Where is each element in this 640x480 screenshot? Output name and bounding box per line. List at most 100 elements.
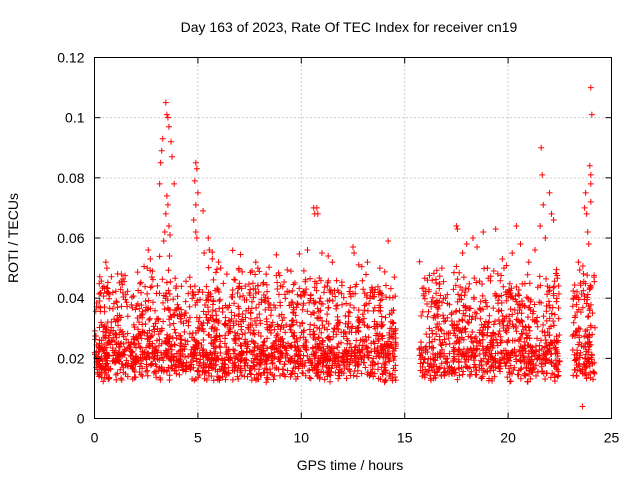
data-point	[442, 295, 449, 302]
data-point	[260, 342, 267, 349]
data-point	[363, 301, 370, 308]
data-point	[112, 331, 119, 338]
data-point	[423, 343, 430, 350]
data-point	[583, 300, 590, 307]
data-point	[450, 358, 457, 365]
data-point	[255, 329, 262, 336]
data-point	[166, 316, 173, 323]
data-point	[189, 288, 196, 295]
data-point	[342, 312, 349, 319]
data-point	[494, 270, 501, 277]
data-point	[283, 321, 290, 328]
data-point	[377, 297, 384, 304]
data-point	[507, 294, 514, 301]
data-point	[196, 286, 203, 293]
data-point	[335, 349, 342, 356]
data-point	[100, 283, 107, 290]
data-point	[103, 360, 110, 367]
data-point	[572, 356, 579, 363]
data-point	[581, 292, 588, 299]
data-point	[351, 350, 358, 357]
data-point	[330, 345, 337, 352]
data-point	[350, 244, 356, 251]
data-point	[113, 376, 120, 383]
data-point	[582, 189, 589, 196]
data-point	[451, 348, 458, 355]
data-point	[257, 320, 264, 327]
data-point	[382, 314, 389, 321]
data-point	[189, 295, 196, 302]
data-point	[105, 374, 112, 381]
data-point	[167, 278, 174, 285]
data-point	[352, 355, 359, 362]
data-point	[492, 358, 499, 365]
data-point	[100, 378, 107, 385]
data-point	[208, 340, 215, 347]
data-point	[376, 265, 383, 272]
data-point	[234, 289, 241, 296]
data-point	[451, 321, 458, 328]
data-point	[342, 320, 349, 327]
data-point	[494, 342, 501, 349]
data-point	[458, 292, 465, 299]
data-point	[386, 311, 393, 318]
data-point	[540, 356, 547, 363]
data-point	[261, 338, 268, 345]
data-point	[517, 375, 524, 382]
data-point	[487, 277, 494, 284]
data-point	[442, 317, 449, 324]
data-point	[134, 269, 141, 276]
data-point	[172, 329, 179, 336]
data-point	[460, 336, 467, 343]
data-point	[417, 367, 424, 374]
data-point	[193, 165, 200, 172]
data-point	[217, 350, 224, 357]
data-point	[490, 267, 497, 274]
data-point	[162, 338, 169, 345]
data-point	[108, 273, 115, 280]
data-point	[148, 333, 155, 340]
data-point	[483, 368, 490, 375]
data-point	[139, 373, 146, 380]
data-point	[184, 338, 191, 345]
data-point	[262, 306, 269, 313]
data-point	[255, 376, 262, 383]
data-point	[586, 285, 593, 292]
data-point	[525, 350, 532, 357]
data-point	[319, 339, 326, 346]
data-point	[390, 357, 397, 364]
data-point	[96, 373, 103, 380]
data-point	[422, 344, 429, 351]
data-point	[226, 355, 233, 362]
data-point	[238, 355, 245, 362]
data-point	[467, 371, 474, 378]
data-point	[537, 222, 544, 229]
data-point	[107, 330, 114, 337]
data-point	[295, 347, 302, 354]
data-point	[158, 147, 165, 154]
data-point	[570, 296, 577, 303]
data-point	[442, 341, 449, 348]
data-point	[300, 267, 307, 274]
data-point	[266, 366, 273, 373]
data-point	[215, 289, 222, 296]
data-point	[382, 377, 389, 384]
data-point	[165, 287, 172, 294]
data-point	[449, 322, 456, 329]
data-point	[585, 332, 592, 339]
data-point	[484, 345, 491, 352]
data-point	[195, 318, 202, 325]
data-point	[326, 350, 333, 357]
data-point	[287, 326, 294, 333]
data-point	[144, 336, 151, 343]
data-point	[429, 277, 436, 284]
data-point	[456, 339, 463, 346]
data-point	[456, 372, 463, 379]
data-point	[551, 363, 558, 370]
data-point	[205, 355, 212, 362]
data-point	[202, 368, 209, 375]
data-point	[450, 330, 457, 337]
data-point	[512, 323, 519, 330]
data-point	[546, 302, 553, 309]
data-point	[166, 231, 173, 238]
